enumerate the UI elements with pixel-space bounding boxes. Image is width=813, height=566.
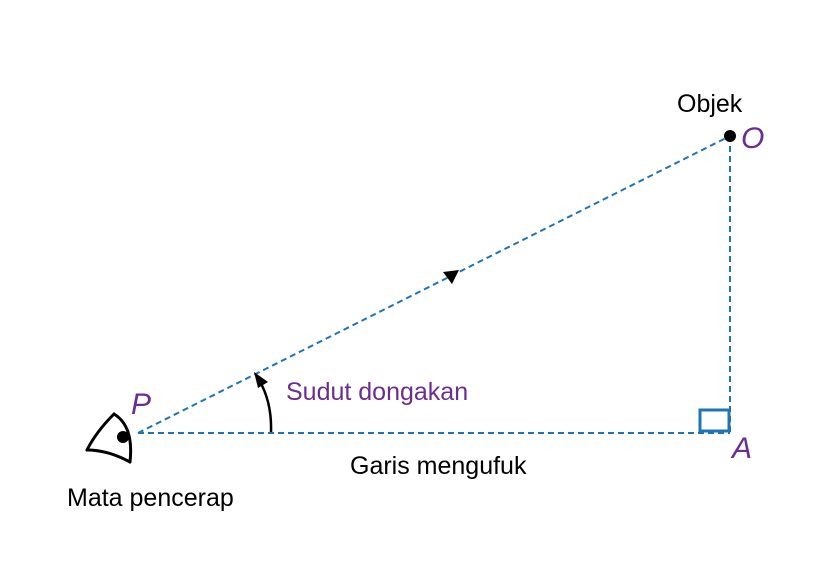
observer-eye-icon [85,412,133,464]
point-o-label: O [741,122,764,155]
angle-curved-arrow-icon [254,372,268,388]
sudut-dongakan-label: Sudut dongakan [286,378,468,406]
point-p-label: P [131,388,151,421]
right-angle-marker [698,408,731,433]
mata-pencerap-label: Mata pencerap [67,484,234,512]
garis-mengufuk-label: Garis mengufuk [350,452,527,480]
angle-arc [257,379,273,433]
objek-label: Objek [677,90,743,118]
point-a-label: A [730,432,752,465]
line-of-sight [137,135,731,434]
object-dot-icon [724,130,736,142]
direction-triangle-arrow-icon [443,270,459,284]
